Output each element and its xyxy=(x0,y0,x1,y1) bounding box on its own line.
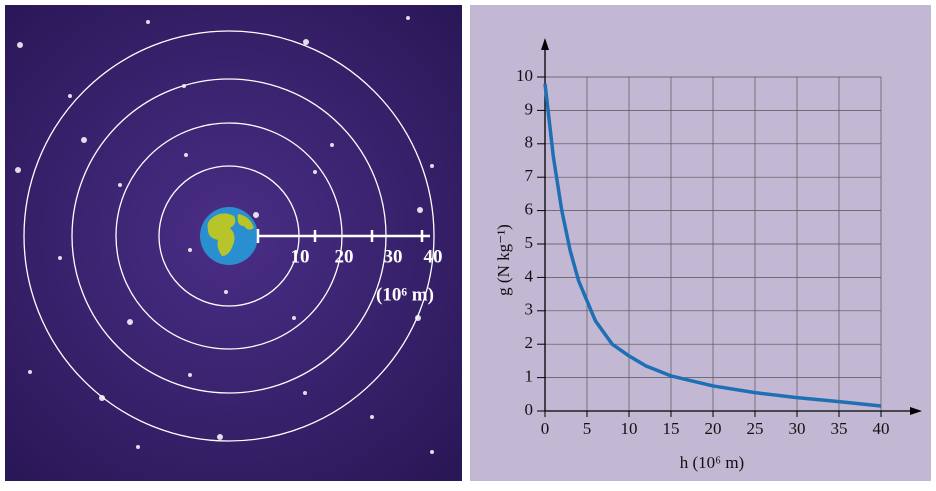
star xyxy=(330,143,334,147)
star xyxy=(17,42,23,48)
star xyxy=(58,256,62,260)
scale-unit: (10⁶ m) xyxy=(376,284,434,305)
y-tick-label: 3 xyxy=(525,300,534,319)
star xyxy=(188,373,192,377)
figure: 10 20 30 40 (10⁶ m) h (10⁶ m) g (N kg⁻¹)… xyxy=(0,0,936,486)
x-tick-label: 5 xyxy=(583,419,592,438)
x-tick-label: 25 xyxy=(747,419,764,438)
star xyxy=(292,316,296,320)
scale-label: 10 xyxy=(291,246,310,267)
y-tick-label: 5 xyxy=(525,233,534,252)
y-tick-label: 9 xyxy=(525,99,534,118)
x-tick-label: 35 xyxy=(831,419,848,438)
star xyxy=(224,290,228,294)
x-tick-label: 0 xyxy=(541,419,550,438)
x-tick-label: 40 xyxy=(873,419,890,438)
star xyxy=(430,164,434,168)
scale-label: 30 xyxy=(384,246,403,267)
y-tick-label: 10 xyxy=(516,66,533,85)
star xyxy=(68,94,72,98)
x-tick-label: 15 xyxy=(663,419,680,438)
star xyxy=(406,16,410,20)
star xyxy=(303,391,307,395)
y-tick-label: 4 xyxy=(525,266,534,285)
star xyxy=(430,450,434,454)
star xyxy=(188,248,192,252)
star xyxy=(417,207,423,213)
star xyxy=(81,137,87,143)
x-tick-label: 20 xyxy=(705,419,722,438)
star xyxy=(28,370,32,374)
star xyxy=(136,445,140,449)
star xyxy=(313,170,317,174)
x-axis-label: h (10⁶ m) xyxy=(680,453,744,472)
star xyxy=(303,39,309,45)
y-tick-label: 6 xyxy=(525,200,534,219)
scale-label: 40 xyxy=(424,246,443,267)
y-axis-label: g (N kg⁻¹) xyxy=(494,224,513,296)
chart-panel xyxy=(470,5,931,481)
x-tick-label: 10 xyxy=(621,419,638,438)
y-tick-label: 1 xyxy=(525,367,534,386)
star xyxy=(370,415,374,419)
x-tick-label: 30 xyxy=(789,419,806,438)
star xyxy=(15,167,21,173)
y-tick-label: 2 xyxy=(525,333,534,352)
star xyxy=(253,212,259,218)
page: 10 20 30 40 (10⁶ m) h (10⁶ m) g (N kg⁻¹)… xyxy=(0,0,936,486)
y-tick-label: 8 xyxy=(525,133,534,152)
star xyxy=(127,319,133,325)
earth xyxy=(200,207,258,265)
star xyxy=(217,434,223,440)
y-tick-label: 7 xyxy=(525,166,534,185)
star xyxy=(184,153,188,157)
star xyxy=(146,20,150,24)
scale-label: 20 xyxy=(335,246,354,267)
y-tick-label: 0 xyxy=(525,400,534,419)
star xyxy=(118,183,122,187)
